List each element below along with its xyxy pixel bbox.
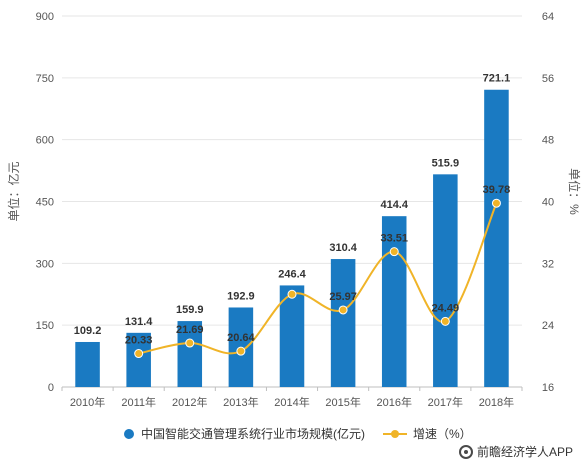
x-tick-label: 2014年: [274, 395, 309, 409]
growth-rate-point: [338, 305, 348, 315]
bar-value-label: 310.4: [329, 242, 357, 254]
bar: [75, 341, 100, 387]
x-tick-label: 2018年: [479, 395, 514, 409]
bar-value-label: 414.4: [380, 199, 408, 211]
x-tick-label: 2016年: [376, 395, 411, 409]
y-right-tick-label: 24: [542, 320, 554, 332]
bar-value-label: 109.2: [74, 325, 102, 337]
bar-value-label: 246.4: [278, 268, 306, 280]
growth-rate-point: [134, 349, 144, 359]
legend-line-marker: [391, 430, 399, 438]
y-right-axis-title: 单位：%: [567, 168, 582, 215]
bar: [484, 89, 509, 388]
y-left-tick-label: 150: [36, 320, 54, 332]
growth-rate-point: [236, 346, 246, 356]
bar-value-label: 131.4: [125, 316, 153, 328]
growth-rate-point: [491, 198, 501, 208]
bar: [126, 332, 151, 387]
growth-rate-label: 20.64: [227, 332, 255, 344]
x-tick-label: 2010年: [70, 395, 105, 409]
bar: [279, 285, 305, 387]
growth-rate-label: 33.51: [380, 233, 408, 245]
growth-rate-label: 25.97: [329, 291, 357, 303]
y-right-tick-label: 48: [542, 135, 554, 147]
y-right-tick-label: 40: [542, 197, 554, 209]
bar-value-label: 159.9: [176, 304, 204, 316]
bar-value-label: 721.1: [483, 73, 511, 85]
growth-rate-point: [440, 316, 450, 326]
x-tick-label: 2017年: [428, 395, 463, 409]
x-tick-label: 2015年: [325, 395, 360, 409]
bar-value-label: 515.9: [432, 157, 460, 169]
source-logo-icon: [458, 444, 473, 459]
bar: [177, 321, 203, 387]
bar-value-label: 192.9: [227, 290, 255, 302]
bar: [330, 259, 356, 387]
growth-rate-label: 21.69: [176, 324, 204, 336]
y-right-tick-label: 56: [542, 73, 554, 85]
line-series: [134, 198, 501, 359]
data-labels: 109.2 131.4 159.9 192.9 246.4 310.4 414.4 515.9…: [74, 73, 510, 347]
growth-rate-label: 39.78: [483, 184, 511, 196]
source-text: 前瞻经济学人APP: [476, 445, 573, 459]
growth-rate-point: [389, 247, 399, 257]
y-right-tick-label: 32: [542, 258, 554, 270]
x-tick-label: 2013年: [223, 395, 258, 409]
legend-line-label: 增速（%）: [413, 427, 472, 441]
y-left-tick-label: 300: [36, 258, 54, 270]
y-right-tick-label: 16: [542, 382, 554, 394]
source-credit: 前瞻经济学人APP: [458, 443, 573, 460]
bar: [433, 174, 458, 387]
bar-series: [75, 89, 509, 388]
y-left-tick-label: 750: [36, 73, 54, 85]
growth-rate-label: 20.33: [125, 335, 153, 347]
y-left-tick-label: 900: [36, 11, 54, 23]
legend-bar-marker: [124, 429, 134, 439]
y-left-tick-label: 450: [36, 197, 54, 209]
growth-rate-point: [185, 338, 195, 348]
legend-bar-label: 中国智能交通管理系统行业市场规模(亿元): [141, 426, 365, 441]
growth-rate-label: 24.49: [432, 302, 460, 314]
y-left-axis-title: 单位：亿元: [6, 161, 21, 221]
x-tick-label: 2012年: [172, 395, 207, 409]
bar: [381, 216, 407, 387]
x-tick-label: 2011年: [121, 395, 156, 409]
legend: 中国智能交通管理系统行业市场规模(亿元) 增速（%）: [124, 426, 472, 441]
y-left-tick-label: 600: [36, 135, 54, 147]
growth-rate-point: [287, 289, 297, 299]
y-right-tick-label: 64: [542, 11, 554, 23]
y-left-tick-label: 0: [48, 382, 54, 394]
